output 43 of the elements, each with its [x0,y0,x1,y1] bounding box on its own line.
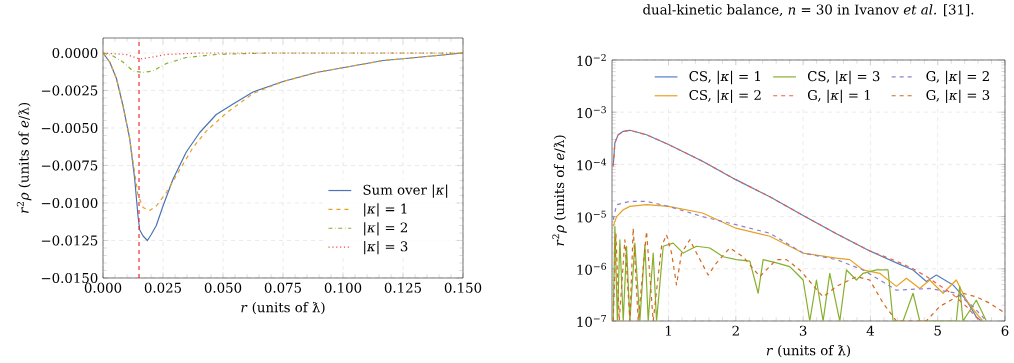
y-tick-label: 10$^{−7}$ [577,315,606,327]
y-tick-label: 0.0000 [52,47,98,59]
x-tick-label: 0.000 [84,282,122,293]
x-tick-label: 0.025 [144,282,182,293]
y-tick-label: 10$^{−5}$ [577,210,606,223]
y-axis-title: r$^{2}$ρ (units of e/ƛ) [16,103,32,214]
legend-label: |κ| = 2 [364,222,408,236]
x-axis-title: r (units of ƛ) [241,301,325,315]
legend-label: |κ| = 1 [364,203,407,217]
y-tick-label: 10$^{−2}$ [577,54,606,66]
legend-label: Sum over |κ| [363,184,448,198]
y-tick-label: −0.0125 [41,235,98,246]
x-tick-label: 2 [732,325,739,336]
x-tick-label: 6 [1001,325,1009,336]
y-tick-label: −0.0075 [41,160,98,171]
legend-label: CS, |κ| = 3 [807,70,880,85]
x-tick-label: 0.075 [264,282,302,293]
text: dual-kinetic balance, n = 30 in Ivanov et al. [31]. [643,4,974,17]
line-series [103,52,463,242]
y-axis-title: r$^{2}$ρ (units of e/ƛ) [552,135,567,246]
y-tick-label: −0.0150 [41,272,98,284]
x-tick-label: 3 [799,325,807,336]
x-tick-label: 0.050 [204,282,242,293]
y-tick-label: 10$^{−4}$ [577,158,607,171]
x-tick-label: 0.150 [444,282,482,293]
legend-label: G, |κ| = 1 [807,89,870,103]
y-tick-label: 10$^{−6}$ [577,262,607,275]
y-tick-label: −0.0050 [41,122,98,134]
x-axis-title: r (units of ƛ) [766,344,851,358]
x-tick-label: 1 [665,325,671,336]
x-tick-label: 5 [934,325,941,336]
x-tick-label: 4 [866,325,874,336]
legend-label: CS, |κ| = 1 [689,70,761,85]
y-tick-label: −0.0100 [41,197,98,209]
legend-label: |κ| = 3 [364,240,408,255]
line-series [103,52,463,60]
legend-label: CS, |κ| = 2 [689,89,761,103]
y-tick-label: 10$^{−3}$ [577,106,606,119]
x-tick-label: 0.125 [384,282,422,293]
y-tick-label: −0.0025 [41,85,98,96]
legend-label: G, |κ| = 3 [926,89,990,103]
legend-label: G, |κ| = 2 [926,70,989,85]
x-tick-label: 0.100 [324,282,362,293]
